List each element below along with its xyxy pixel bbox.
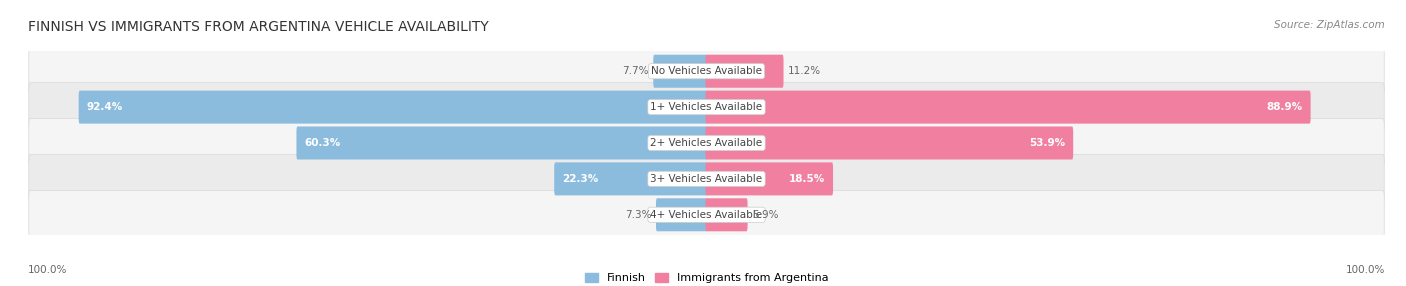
- Text: 7.3%: 7.3%: [626, 210, 651, 220]
- FancyBboxPatch shape: [706, 198, 748, 231]
- Text: 88.9%: 88.9%: [1267, 102, 1303, 112]
- Text: 4+ Vehicles Available: 4+ Vehicles Available: [651, 210, 762, 220]
- FancyBboxPatch shape: [79, 91, 707, 124]
- FancyBboxPatch shape: [28, 119, 1385, 167]
- FancyBboxPatch shape: [297, 126, 707, 160]
- Text: 7.7%: 7.7%: [623, 66, 648, 76]
- FancyBboxPatch shape: [554, 162, 707, 195]
- Text: 100.0%: 100.0%: [1346, 265, 1385, 275]
- Text: Source: ZipAtlas.com: Source: ZipAtlas.com: [1274, 20, 1385, 30]
- Text: No Vehicles Available: No Vehicles Available: [651, 66, 762, 76]
- FancyBboxPatch shape: [28, 47, 1385, 96]
- FancyBboxPatch shape: [654, 55, 707, 88]
- FancyBboxPatch shape: [28, 154, 1385, 203]
- Text: 11.2%: 11.2%: [787, 66, 821, 76]
- FancyBboxPatch shape: [706, 162, 832, 195]
- Text: FINNISH VS IMMIGRANTS FROM ARGENTINA VEHICLE AVAILABILITY: FINNISH VS IMMIGRANTS FROM ARGENTINA VEH…: [28, 20, 489, 34]
- Text: 2+ Vehicles Available: 2+ Vehicles Available: [651, 138, 762, 148]
- FancyBboxPatch shape: [706, 126, 1073, 160]
- FancyBboxPatch shape: [706, 55, 783, 88]
- Text: 3+ Vehicles Available: 3+ Vehicles Available: [651, 174, 762, 184]
- FancyBboxPatch shape: [28, 83, 1385, 132]
- Legend: Finnish, Immigrants from Argentina: Finnish, Immigrants from Argentina: [581, 268, 832, 286]
- FancyBboxPatch shape: [28, 190, 1385, 239]
- Text: 60.3%: 60.3%: [304, 138, 340, 148]
- FancyBboxPatch shape: [706, 91, 1310, 124]
- Text: 1+ Vehicles Available: 1+ Vehicles Available: [651, 102, 762, 112]
- Text: 92.4%: 92.4%: [86, 102, 122, 112]
- Text: 22.3%: 22.3%: [562, 174, 599, 184]
- Text: 100.0%: 100.0%: [28, 265, 67, 275]
- Text: 18.5%: 18.5%: [789, 174, 825, 184]
- FancyBboxPatch shape: [657, 198, 707, 231]
- Text: 53.9%: 53.9%: [1029, 138, 1066, 148]
- Text: 5.9%: 5.9%: [752, 210, 779, 220]
